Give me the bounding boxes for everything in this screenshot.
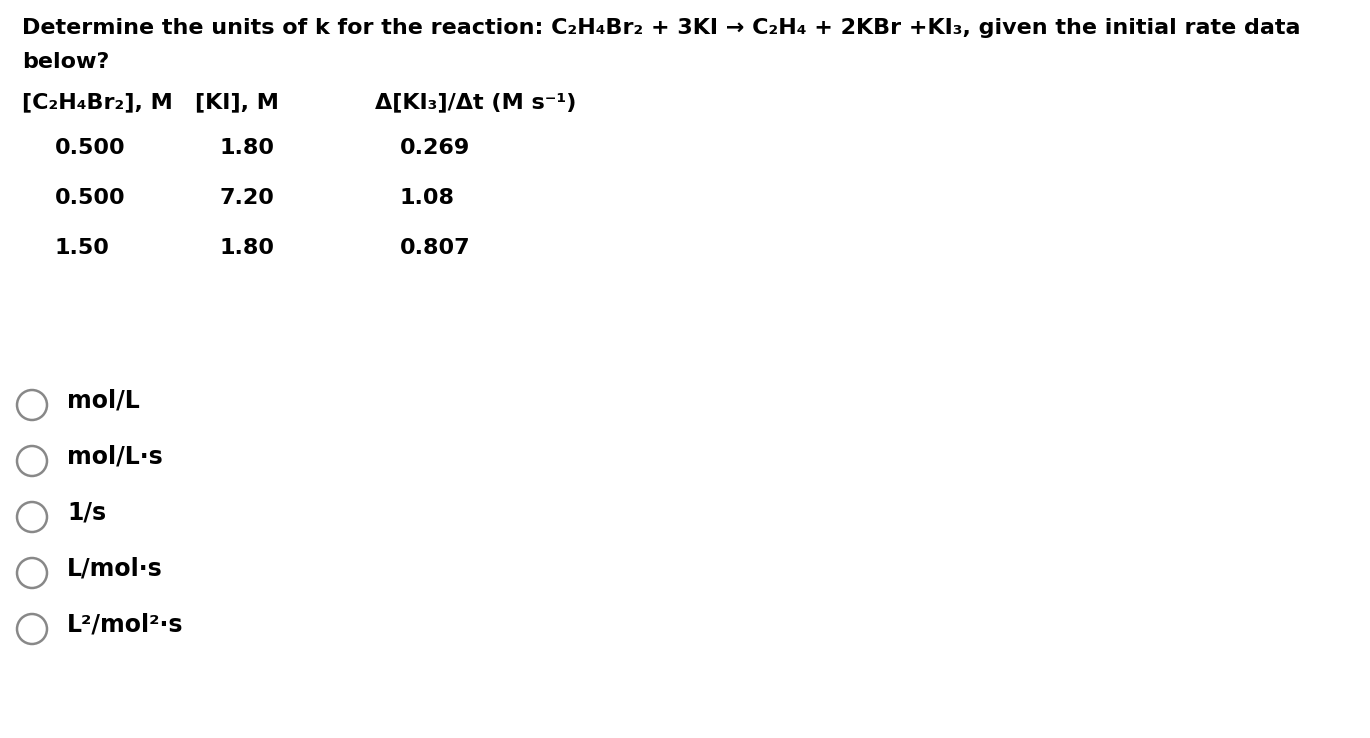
Text: 1/s: 1/s bbox=[67, 500, 105, 524]
Text: L²/mol²·s: L²/mol²·s bbox=[67, 612, 184, 636]
Text: 0.269: 0.269 bbox=[400, 138, 470, 158]
Text: 1.80: 1.80 bbox=[221, 138, 275, 158]
Text: below?: below? bbox=[22, 52, 110, 72]
Text: 0.807: 0.807 bbox=[400, 238, 471, 258]
Text: [KI], M: [KI], M bbox=[195, 92, 279, 112]
Text: mol/L: mol/L bbox=[67, 388, 140, 412]
Text: L/mol·s: L/mol·s bbox=[67, 556, 163, 580]
Text: mol/L·s: mol/L·s bbox=[67, 444, 163, 468]
Text: [C₂H₄Br₂], M: [C₂H₄Br₂], M bbox=[22, 92, 173, 112]
Text: 1.08: 1.08 bbox=[400, 188, 455, 208]
Text: Determine the units of k for the reaction: C₂H₄Br₂ + 3KI → C₂H₄ + 2KBr +KI₃, giv: Determine the units of k for the reactio… bbox=[22, 18, 1300, 38]
Text: 0.500: 0.500 bbox=[55, 138, 126, 158]
Text: 0.500: 0.500 bbox=[55, 188, 126, 208]
Text: 1.80: 1.80 bbox=[221, 238, 275, 258]
Text: Δ[KI₃]/Δt (M s⁻¹): Δ[KI₃]/Δt (M s⁻¹) bbox=[375, 92, 577, 112]
Text: 7.20: 7.20 bbox=[221, 188, 275, 208]
Text: 1.50: 1.50 bbox=[55, 238, 110, 258]
